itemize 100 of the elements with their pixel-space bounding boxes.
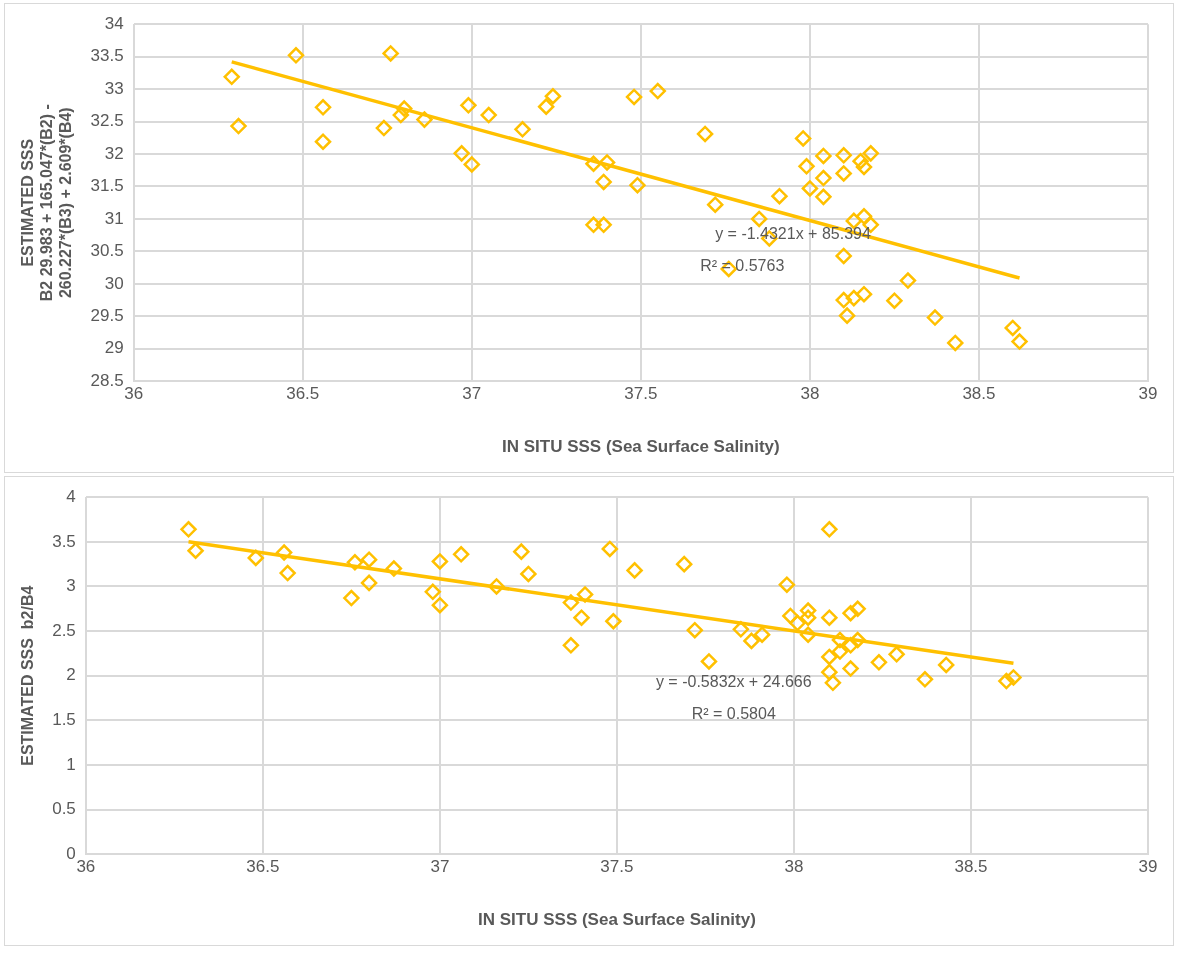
point <box>488 578 505 595</box>
x-tick-label: 38 <box>800 384 820 404</box>
x-tick-label: 37.5 <box>624 384 658 404</box>
point <box>937 656 955 674</box>
x-tick-label: 38.5 <box>954 857 988 877</box>
point <box>275 544 293 561</box>
point <box>799 602 817 619</box>
point <box>375 119 393 137</box>
point <box>842 604 859 622</box>
point <box>1005 669 1022 686</box>
x-tick-label: 37 <box>462 384 482 404</box>
point <box>463 156 481 173</box>
point <box>585 155 602 173</box>
point <box>886 292 903 309</box>
point <box>343 589 360 607</box>
point <box>460 97 477 114</box>
y-tick-label: 0.5 <box>52 799 76 819</box>
point <box>706 196 724 213</box>
point <box>899 272 917 289</box>
point <box>595 173 612 191</box>
point <box>862 145 879 162</box>
point <box>852 152 869 170</box>
point <box>605 613 622 630</box>
point <box>855 208 873 225</box>
point <box>513 543 530 560</box>
point <box>815 169 832 187</box>
point <box>230 117 247 135</box>
point <box>314 99 332 116</box>
y-tick-label: 31.5 <box>90 176 124 196</box>
point <box>562 594 580 611</box>
point <box>453 145 470 162</box>
point <box>431 553 449 570</box>
point <box>686 621 704 639</box>
point <box>821 609 838 626</box>
y-tick-label: 2.5 <box>52 620 76 640</box>
x-axis-title: IN SITU SSS (Sea Surface Salinity) <box>501 437 780 457</box>
point <box>576 586 594 603</box>
point <box>360 574 378 592</box>
y-tick-label: 29.5 <box>90 305 124 325</box>
y-tick-label: 33.5 <box>90 46 124 66</box>
point <box>1011 333 1028 350</box>
annotation: y = -0.5832x + 24.666 <box>655 673 812 691</box>
point <box>998 672 1015 690</box>
point <box>416 111 433 128</box>
y-tick-label: 0 <box>66 843 76 863</box>
y-tick-label: 30.5 <box>90 241 124 261</box>
point <box>382 45 399 62</box>
point <box>732 621 750 638</box>
x-axis-title: IN SITU SSS (Sea Surface Salinity) <box>478 910 756 930</box>
point <box>855 285 873 303</box>
x-tick-label: 36 <box>76 857 96 877</box>
point <box>562 637 580 654</box>
point <box>815 147 832 165</box>
x-tick-label: 36 <box>124 384 144 404</box>
point <box>888 646 905 663</box>
y-tick-label: 1 <box>66 754 76 774</box>
x-tick-label: 38 <box>784 857 804 877</box>
point <box>835 147 852 164</box>
point <box>360 551 378 568</box>
point <box>675 555 693 573</box>
point <box>696 125 714 143</box>
y-tick-label: 1.5 <box>52 710 76 730</box>
point <box>395 100 413 117</box>
point <box>279 564 296 582</box>
point <box>629 176 646 194</box>
point <box>585 216 602 234</box>
point <box>346 554 364 571</box>
point <box>626 562 643 579</box>
point <box>625 88 643 106</box>
point <box>314 133 332 150</box>
y-tick-label: 32.5 <box>90 111 124 131</box>
point <box>601 540 619 558</box>
y-tick-label: 30 <box>104 273 124 293</box>
point <box>842 660 859 677</box>
point <box>187 542 204 559</box>
point <box>537 98 555 115</box>
point <box>514 121 531 138</box>
point <box>838 307 856 324</box>
point <box>815 188 832 206</box>
point <box>1004 319 1022 337</box>
point <box>926 309 944 326</box>
point <box>753 626 771 643</box>
point <box>789 614 806 632</box>
point <box>573 609 590 626</box>
point <box>831 643 849 660</box>
point <box>835 291 852 309</box>
point <box>782 607 799 625</box>
x-tick-label: 37.5 <box>600 857 634 877</box>
y-tick-label: 32 <box>104 143 124 163</box>
point <box>831 631 849 649</box>
point <box>798 158 815 175</box>
point <box>849 631 866 649</box>
point <box>649 82 666 100</box>
x-tick-label: 39 <box>1138 384 1158 404</box>
point <box>520 565 537 583</box>
point <box>247 549 265 567</box>
y-tick-label: 29 <box>104 338 124 358</box>
y-axis-title: ESTIMATED SSS b2/B4 <box>19 585 37 766</box>
point <box>824 674 842 692</box>
point <box>385 560 403 577</box>
